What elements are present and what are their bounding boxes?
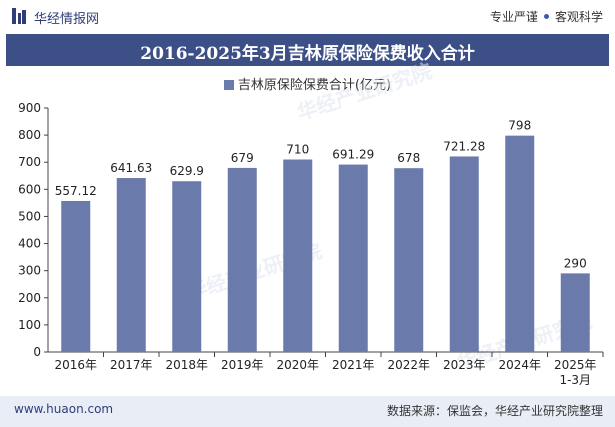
bar [116,178,146,352]
y-tick-label: 600 [18,182,41,196]
data-label: 678 [397,151,420,165]
x-tick-label: 2017年 [110,358,153,372]
tag-1: 专业严谨 [489,10,538,24]
bar-chart: 华经产业研究院华经产业研究院华经产业研究院0100200300400500600… [18,59,604,387]
bar [394,168,424,352]
x-tick-label: 2021年 [332,358,375,372]
data-label: 629.9 [170,164,204,178]
tag-2: 客观科学 [554,10,603,24]
data-label: 557.12 [55,184,97,198]
data-label: 721.28 [443,139,485,153]
x-tick-label: 2024年 [498,358,541,372]
legend-label: 吉林原保险保费合计(亿元) [237,78,392,93]
data-label: 798 [508,119,531,133]
y-tick-label: 400 [18,237,41,251]
bar [505,135,535,352]
data-label: 290 [564,256,587,270]
bar [560,273,590,352]
y-tick-label: 500 [18,209,41,223]
x-tick-label: 2020年 [276,358,319,372]
y-tick-label: 300 [18,264,41,278]
y-tick-label: 800 [18,128,41,142]
x-tick-label: 2025年 1-3月 [554,358,597,387]
data-source: 数据来源：保监会，华经产业研究院整理 [386,404,603,418]
y-tick-label: 700 [18,155,41,169]
title-bar: 2016-2025年3月吉林原保险保费收入合计 [6,34,609,66]
footer: www.huaon.com 数据来源：保监会，华经产业研究院整理 [0,396,615,427]
bar [338,164,368,352]
separator-dot-icon [543,14,549,19]
watermark-text: 华经产业研究院 [294,59,435,125]
legend-swatch-icon [223,79,234,90]
bar [283,159,313,352]
bar [61,200,91,352]
data-label: 710 [286,143,309,157]
bar [172,181,202,352]
y-tick-label: 0 [33,345,41,359]
x-tick-label: 2018年 [165,358,208,372]
chart-title: 2016-2025年3月吉林原保险保费收入合计 [140,44,475,64]
brand-name: 华经情报网 [34,12,100,27]
bar [227,167,257,352]
x-tick-label: 2016年 [54,358,97,372]
x-tick-label: 2022年 [387,358,430,372]
tagline: 专业严谨 客观科学 [490,8,603,25]
data-label: 641.63 [110,161,152,175]
y-tick-label: 900 [18,101,41,115]
website-url: www.huaon.com [14,402,114,416]
legend: 吉林原保险保费合计(亿元) [0,74,615,93]
brand-logo-icon [12,8,26,24]
top-bar: 华经情报网 专业严谨 客观科学 [0,0,615,34]
y-tick-label: 200 [18,291,41,305]
x-tick-label: 2019年 [221,358,264,372]
data-label: 679 [231,151,254,165]
y-tick-label: 100 [18,318,41,332]
bar [449,156,479,352]
data-label: 691.29 [332,148,374,162]
x-tick-label: 2023年 [443,358,486,372]
